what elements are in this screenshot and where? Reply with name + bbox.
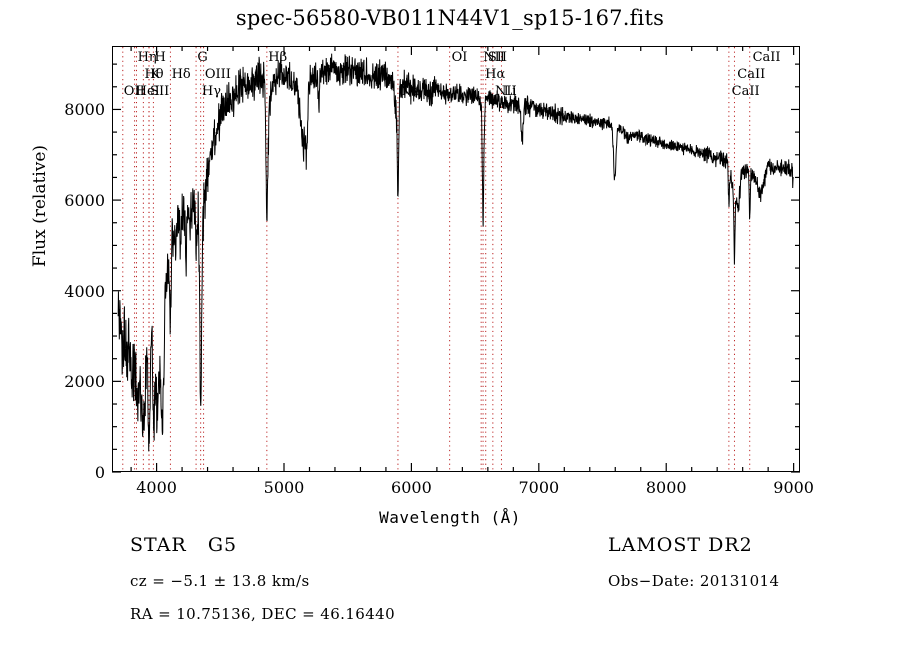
object-type-class: STAR G5 bbox=[130, 534, 237, 556]
coordinates-value: RA = 10.75136, DEC = 46.16440 bbox=[130, 605, 396, 623]
redshift-value: cz = −5.1 ± 13.8 km/s bbox=[130, 572, 310, 590]
x-tick-label: 5000 bbox=[263, 478, 305, 497]
x-tick-label: 7000 bbox=[518, 478, 560, 497]
spectrum-curve bbox=[117, 47, 794, 471]
y-tick-label: 0 bbox=[94, 463, 105, 482]
x-tick-label: 8000 bbox=[645, 478, 687, 497]
line-marker-group bbox=[122, 47, 751, 471]
x-tick-label: 6000 bbox=[391, 478, 432, 497]
page-title: spec-56580-VB011N44V1_sp15-167.fits bbox=[235, 6, 665, 30]
x-axis-label: Wavelength (Å) bbox=[379, 508, 521, 527]
metadata-footer: STAR G5 cz = −5.1 ± 13.8 km/s RA = 10.75… bbox=[0, 530, 900, 650]
spectrum-plot-area bbox=[112, 46, 800, 472]
x-tick-label: 9000 bbox=[773, 478, 814, 497]
x-tick-label: 4000 bbox=[136, 478, 177, 497]
y-tick-label: 2000 bbox=[64, 372, 105, 392]
y-tick-label: 8000 bbox=[64, 100, 105, 120]
y-tick-label: 6000 bbox=[64, 191, 105, 211]
object-type: STAR bbox=[130, 534, 187, 556]
x-axis-ticklabels: 4000 5000 6000 7000 8000 9000 bbox=[0, 478, 900, 504]
y-tick-label: 4000 bbox=[64, 281, 105, 301]
survey-name: LAMOST DR2 bbox=[608, 534, 753, 556]
y-axis-label: Flux (relative) bbox=[30, 144, 50, 268]
observation-date: Obs−Date: 20131014 bbox=[608, 572, 780, 590]
spectral-class: G5 bbox=[207, 534, 238, 556]
y-axis-ticklabels: 0 2000 4000 6000 8000 bbox=[45, 0, 105, 650]
flux-trace bbox=[117, 53, 794, 452]
